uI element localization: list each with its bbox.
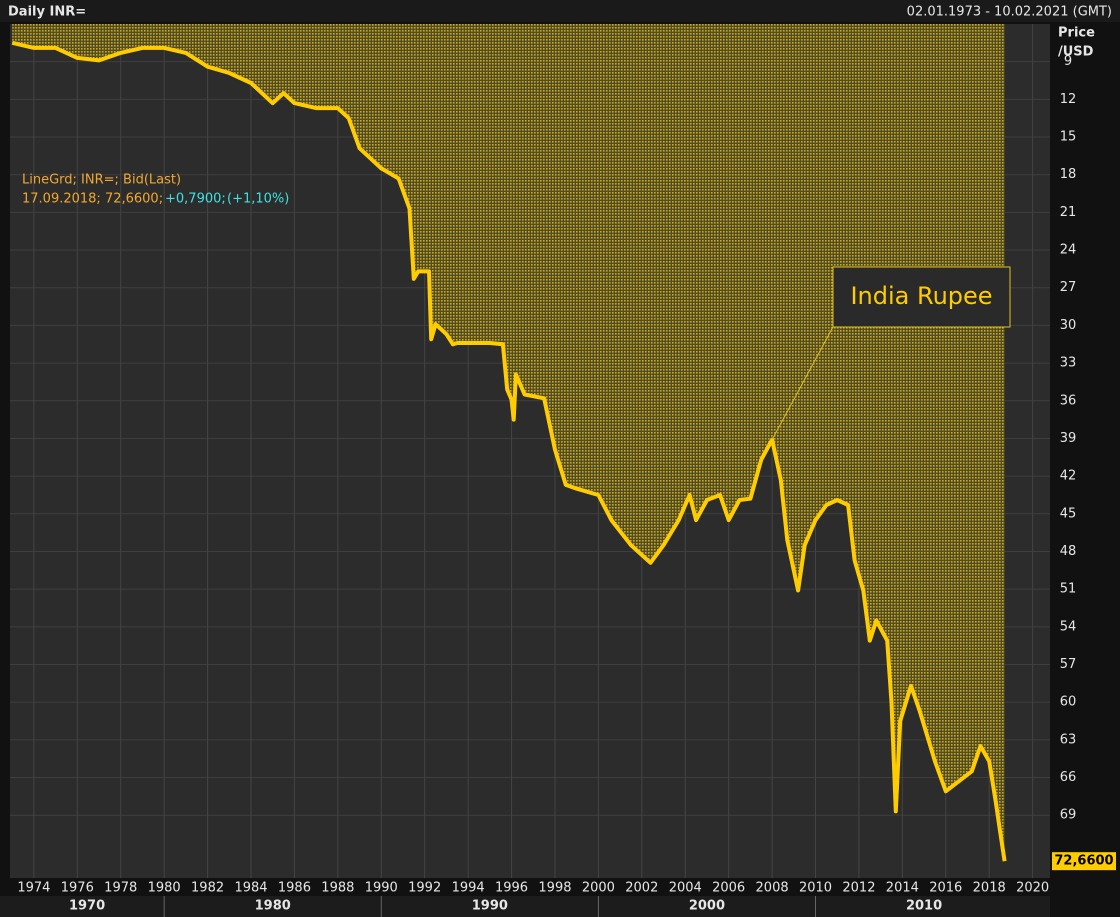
- x-tick-label: 2020: [1016, 881, 1049, 896]
- y-tick-label: 63: [1060, 732, 1077, 747]
- x-tick-label: 2018: [973, 881, 1006, 896]
- x-tick-label: 2016: [929, 881, 962, 896]
- line: [11, 40, 1007, 862]
- decade-label: 1990: [472, 899, 508, 914]
- annotation-text: India Rupee: [850, 282, 992, 310]
- y-tick-label: 30: [1060, 318, 1077, 333]
- decade-label: 2010: [906, 899, 942, 914]
- x-tick-label: 2000: [582, 881, 615, 896]
- decade-label: 2000: [689, 899, 725, 914]
- x-tick-label: 1978: [104, 881, 137, 896]
- x-tick-label: 1984: [234, 881, 267, 896]
- y-tick-label: 24: [1060, 243, 1077, 258]
- info-change-pct: (+1,10%): [227, 192, 289, 207]
- x-tick-label: 1990: [365, 881, 398, 896]
- y-tick-label: 9: [1064, 54, 1072, 69]
- x-tick-label: 1988: [321, 881, 354, 896]
- chart-title: Daily INR=: [8, 5, 86, 20]
- x-tick-label: 1986: [278, 881, 311, 896]
- info-change: +0,7900;: [165, 192, 226, 207]
- x-tick-label: 2012: [842, 881, 875, 896]
- decade-label: 1980: [255, 899, 291, 914]
- y-tick-label: 48: [1060, 544, 1077, 559]
- legend-line: LineGrd; INR=; Bid(Last): [22, 173, 181, 188]
- x-tick-label: 2010: [799, 881, 832, 896]
- y-tick-label: 54: [1060, 619, 1077, 634]
- y-tick-label: 57: [1060, 657, 1077, 672]
- annotation-leader: [771, 326, 834, 440]
- area-fill: [12, 24, 1005, 862]
- axis-label: /USD: [1058, 45, 1094, 60]
- y-tick-label: 66: [1060, 770, 1077, 785]
- y-tick-label: 27: [1060, 280, 1077, 295]
- y-tick-label: 12: [1060, 92, 1077, 107]
- y-tick-label: 51: [1060, 582, 1077, 597]
- date-range: 02.01.1973 - 10.02.2021 (GMT): [907, 5, 1112, 20]
- last-value-box: [1052, 852, 1116, 871]
- y-tick-label: 15: [1060, 130, 1077, 145]
- y-tick-label: 33: [1060, 356, 1077, 371]
- y-tick-label: 69: [1060, 808, 1077, 823]
- x-tick-label: 2004: [669, 881, 702, 896]
- header-bar: [0, 0, 1120, 22]
- x-tick-label: 2014: [886, 881, 919, 896]
- axis-label: Price: [1058, 26, 1095, 41]
- last-value-label: 72,6600: [1054, 854, 1113, 869]
- decade-label: 1970: [69, 899, 105, 914]
- x-tick-label: 2008: [756, 881, 789, 896]
- y-tick-label: 21: [1060, 205, 1077, 220]
- y-tick-label: 45: [1060, 506, 1077, 521]
- y-tick-label: 36: [1060, 393, 1077, 408]
- x-tick-label: 1976: [61, 881, 94, 896]
- y-tick-label: 60: [1060, 695, 1077, 710]
- x-tick-label: 1996: [495, 881, 528, 896]
- x-tick-label: 1998: [538, 881, 571, 896]
- annotation-box: [832, 266, 1011, 328]
- y-tick-label: 39: [1060, 431, 1077, 446]
- x-tick-label: 1974: [17, 881, 50, 896]
- decade-row: [0, 896, 1050, 917]
- x-tick-label: 2006: [712, 881, 745, 896]
- x-tick-label: 2002: [625, 881, 658, 896]
- info-date-value: 17.09.2018; 72,6600;: [22, 192, 163, 207]
- x-tick-label: 1982: [191, 881, 224, 896]
- y-tick-label: 18: [1060, 167, 1077, 182]
- x-tick-label: 1992: [408, 881, 441, 896]
- x-tick-label: 1980: [148, 881, 181, 896]
- x-tick-label: 1994: [452, 881, 485, 896]
- y-tick-label: 42: [1060, 469, 1077, 484]
